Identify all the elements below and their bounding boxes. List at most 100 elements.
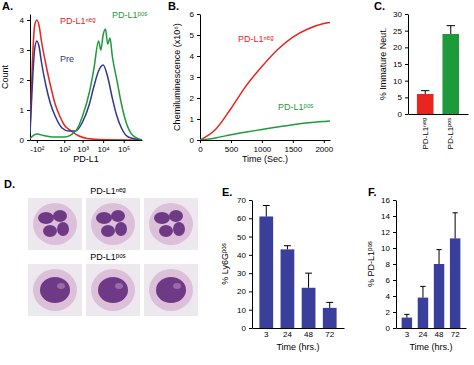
tick-label: 1: [20, 106, 25, 115]
cytoplasm: [33, 203, 77, 245]
tick-label: 6: [190, 10, 195, 19]
tick-mark: [324, 140, 325, 143]
tick: 1000: [254, 140, 272, 154]
panel-title: F.: [368, 186, 377, 198]
tick: 48: [435, 328, 444, 339]
tick: 10: [237, 306, 252, 315]
tick-label: 0: [198, 145, 203, 154]
nucleus-lobe: [38, 212, 54, 224]
tick-label: 1: [190, 115, 195, 124]
plot-area: [402, 213, 461, 328]
tick: 1: [190, 115, 200, 124]
series-line: [200, 121, 330, 140]
tick-label: 500: [225, 145, 239, 154]
tick-mark: [197, 77, 200, 78]
tick-mark: [197, 98, 200, 99]
tick: 0: [386, 324, 396, 333]
error-bar: [447, 26, 455, 34]
tick-mark: [393, 200, 396, 201]
bar: [434, 264, 444, 328]
tick-label: 25: [393, 27, 402, 36]
row-label: PD-L1ᵖᵒˢ: [90, 252, 125, 262]
tick-mark: [27, 110, 30, 111]
micrograph: [28, 198, 82, 250]
tick-label: 30: [393, 10, 402, 19]
tick-label: 10³: [77, 145, 89, 154]
tick-mark: [393, 232, 396, 233]
nucleus: [156, 277, 186, 303]
tick-mark: [262, 140, 263, 143]
tick-label: 10⁴: [97, 145, 110, 154]
tick-mark: [393, 296, 396, 297]
y-axis: 0123456: [190, 10, 201, 145]
tick-label: 2: [386, 308, 391, 317]
error-bar: [284, 246, 291, 250]
tick-label: 3: [20, 46, 25, 55]
tick: 1500: [284, 140, 302, 154]
y-axis-title: % PD-L1ᵖᵒˢ: [366, 241, 376, 287]
tick-label: 3: [190, 73, 195, 82]
tick-mark: [249, 255, 252, 256]
tick-label: 10: [237, 306, 246, 315]
tick-label: 0: [190, 136, 195, 145]
tick-mark: [393, 248, 396, 249]
error-stem: [455, 213, 456, 239]
tick: 5: [190, 31, 200, 40]
tick: 40: [237, 251, 252, 260]
tick-label: 50: [237, 233, 246, 242]
tick-label: 12: [381, 228, 390, 237]
x-axis-title: Time (Sec.): [242, 154, 288, 164]
tick-label: 10²: [59, 145, 71, 154]
tick-label: 48: [435, 330, 444, 339]
series-line: [30, 20, 142, 140]
tick-label: 60: [237, 214, 246, 223]
panel: 05001000150020000123456PD-L1ⁿᵉᵍPD-L1ᵖᵒˢT…: [172, 10, 334, 164]
tick-label: 8: [386, 260, 391, 269]
cytoplasm: [33, 269, 77, 311]
tick-mark: [83, 140, 84, 143]
micrograph-bg: [144, 264, 198, 316]
tick-mark: [393, 264, 396, 265]
series-line: [30, 41, 142, 140]
tick-label: 30: [237, 269, 246, 278]
tick: -10²: [30, 140, 45, 154]
micrograph: [86, 264, 140, 316]
plot-area: [200, 22, 330, 140]
tick: 0: [398, 110, 408, 119]
error-stem: [450, 26, 451, 34]
tick-label: 48: [304, 330, 313, 339]
tick: 30: [393, 10, 408, 19]
tick: 0: [190, 136, 200, 145]
nucleus-lobe: [43, 225, 57, 237]
tick-mark: [405, 31, 408, 32]
bar: [259, 216, 273, 328]
axis-line: [201, 140, 331, 141]
tick-mark: [231, 140, 232, 143]
tick-mark: [405, 114, 408, 115]
error-cap: [305, 273, 312, 274]
tick: 0: [20, 136, 30, 145]
tick-label: 3: [405, 330, 410, 339]
tick: 12: [381, 228, 396, 237]
tick: 1: [20, 106, 30, 115]
error-stem: [308, 273, 309, 288]
tick-label: 70: [237, 196, 246, 205]
plot-area: [259, 205, 336, 328]
nucleus-lobe: [159, 225, 173, 237]
tick-label: 40: [237, 251, 246, 260]
tick-label: 20: [393, 43, 402, 52]
error-bar: [326, 302, 333, 307]
tick-label: 10: [393, 77, 402, 86]
axis-line: [31, 140, 143, 141]
nucleus-lobe: [96, 212, 112, 224]
panel: PD-L1ⁿᵉᵍPD-L1ᵖᵒˢ051015202530% Immature N…: [378, 10, 469, 150]
y-axis-title: Count: [0, 65, 10, 90]
bar: [442, 34, 459, 114]
micrograph: [86, 198, 140, 250]
tick-mark: [405, 14, 408, 15]
nucleus-lobe: [169, 210, 183, 222]
micrograph-bg: [28, 264, 82, 316]
nucleus: [98, 277, 128, 303]
tick-label: 2: [190, 94, 195, 103]
tick-mark: [197, 56, 200, 57]
